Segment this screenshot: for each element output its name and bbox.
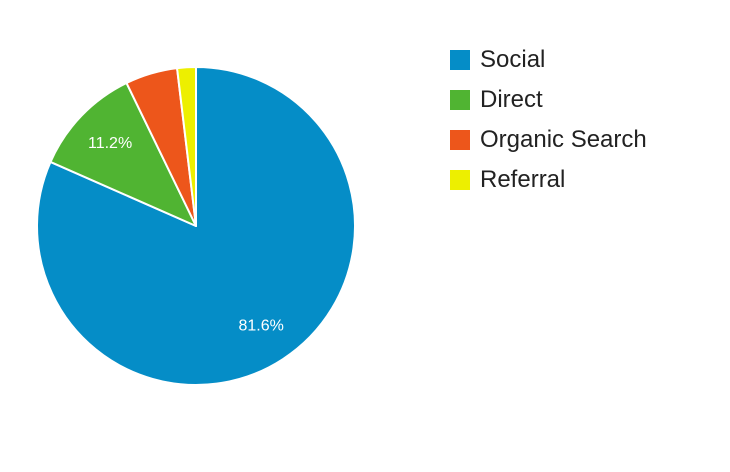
pie-slice-direct[interactable] [49, 81, 197, 227]
slice-labels: 81.6% 11.2% [88, 135, 284, 335]
legend-item-social[interactable]: Social [450, 40, 647, 80]
pie-slice-referral[interactable] [176, 65, 197, 227]
legend-item-organic-search[interactable]: Organic Search [450, 120, 647, 160]
slice-label-direct: 11.2% [88, 135, 132, 152]
legend-label-referral: Referral [480, 166, 566, 193]
pie-slices [36, 65, 357, 386]
chart-legend: Social Direct Organic Search Referral [450, 40, 647, 200]
legend-label-direct: Direct [480, 86, 543, 113]
legend-label-social: Social [480, 46, 546, 73]
legend-swatch-social [450, 50, 470, 70]
slice-label-social: 81.6% [239, 317, 284, 334]
legend-item-referral[interactable]: Referral [450, 160, 647, 200]
legend-swatch-direct [450, 90, 470, 110]
legend-swatch-organic-search [450, 130, 470, 150]
legend-swatch-referral [450, 170, 470, 190]
legend-item-direct[interactable]: Direct [450, 80, 647, 120]
legend-label-organic-search: Organic Search [480, 126, 647, 153]
